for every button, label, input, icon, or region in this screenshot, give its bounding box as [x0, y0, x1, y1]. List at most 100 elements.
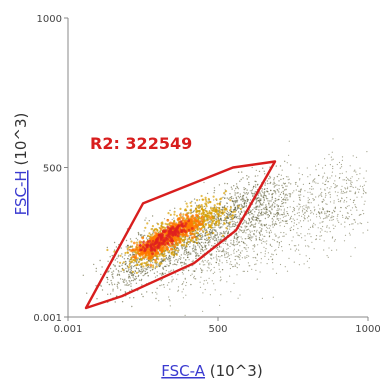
data-point: [195, 247, 197, 249]
data-point: [251, 212, 253, 215]
data-point: [285, 233, 287, 235]
data-point: [190, 253, 192, 255]
data-point: [312, 224, 314, 226]
data-point: [255, 269, 257, 271]
data-point: [207, 223, 210, 226]
data-point: [200, 252, 202, 255]
data-point: [238, 264, 240, 266]
data-point: [117, 256, 120, 258]
data-point: [213, 199, 215, 201]
data-point: [341, 156, 344, 158]
data-point: [312, 180, 314, 182]
data-point: [331, 171, 333, 173]
data-point: [291, 240, 293, 242]
data-point: [151, 252, 154, 256]
data-point: [167, 256, 170, 258]
data-point: [309, 174, 311, 176]
data-point: [282, 216, 284, 218]
data-point: [201, 271, 203, 273]
data-point: [145, 237, 148, 239]
data-point: [298, 203, 300, 205]
data-point: [137, 231, 140, 234]
data-point: [298, 196, 300, 198]
data-point: [365, 170, 367, 172]
data-point: [266, 226, 268, 228]
data-point: [288, 244, 290, 246]
data-point: [280, 205, 282, 208]
data-point: [323, 199, 325, 201]
data-point: [214, 233, 216, 236]
data-point: [271, 208, 273, 211]
data-point: [346, 201, 348, 203]
data-point: [298, 244, 300, 246]
data-point: [346, 188, 349, 190]
data-point: [312, 188, 314, 190]
data-point: [235, 196, 237, 198]
data-point: [200, 219, 204, 223]
data-point: [308, 182, 310, 185]
data-point: [201, 198, 204, 201]
data-point: [334, 239, 336, 241]
data-point: [157, 223, 160, 226]
data-point: [204, 207, 207, 209]
data-point: [240, 203, 242, 206]
data-point: [173, 220, 176, 223]
data-point: [147, 265, 150, 268]
data-point: [101, 289, 104, 291]
data-point: [293, 261, 295, 263]
data-point: [244, 200, 246, 202]
gate-polygon[interactable]: [84, 160, 277, 310]
data-point: [162, 273, 164, 276]
data-point: [253, 244, 255, 246]
data-point: [112, 270, 115, 272]
data-point: [214, 236, 216, 239]
data-point: [303, 195, 305, 197]
data-point: [339, 173, 341, 175]
data-point: [278, 209, 280, 211]
data-point: [264, 255, 266, 257]
data-point: [192, 259, 194, 261]
data-point: [236, 199, 239, 201]
data-point: [191, 232, 194, 236]
data-point: [273, 186, 275, 188]
data-point: [187, 240, 190, 243]
data-point: [280, 178, 282, 181]
data-point: [200, 215, 204, 219]
data-point: [198, 233, 200, 235]
data-point: [152, 264, 155, 267]
data-point: [362, 232, 364, 234]
data-point: [254, 263, 256, 266]
data-point: [310, 212, 312, 214]
data-point: [162, 266, 164, 269]
x-axis-link[interactable]: FSC-A: [161, 362, 205, 380]
data-point: [350, 177, 352, 179]
data-point: [269, 225, 272, 227]
data-point: [228, 258, 231, 260]
data-point: [230, 254, 232, 256]
data-point: [328, 227, 330, 229]
data-point: [142, 295, 144, 298]
data-point: [215, 256, 217, 258]
data-point: [131, 270, 134, 273]
data-point: [308, 215, 310, 217]
data-point: [273, 190, 275, 192]
data-point: [154, 267, 156, 270]
data-point: [216, 232, 218, 234]
data-point: [223, 235, 226, 238]
data-point: [268, 231, 270, 233]
data-point: [221, 206, 224, 208]
data-point: [185, 251, 187, 253]
data-point: [237, 171, 240, 173]
data-point: [182, 273, 184, 275]
y-axis-link[interactable]: FSC-H: [12, 170, 30, 215]
data-point: [199, 281, 201, 283]
data-point: [186, 252, 188, 255]
data-point: [305, 206, 307, 208]
data-point: [244, 256, 246, 258]
data-point: [209, 253, 211, 255]
data-point: [264, 217, 267, 220]
data-point: [140, 263, 143, 266]
data-point: [352, 223, 354, 225]
data-point: [216, 241, 218, 243]
data-point: [235, 225, 237, 227]
